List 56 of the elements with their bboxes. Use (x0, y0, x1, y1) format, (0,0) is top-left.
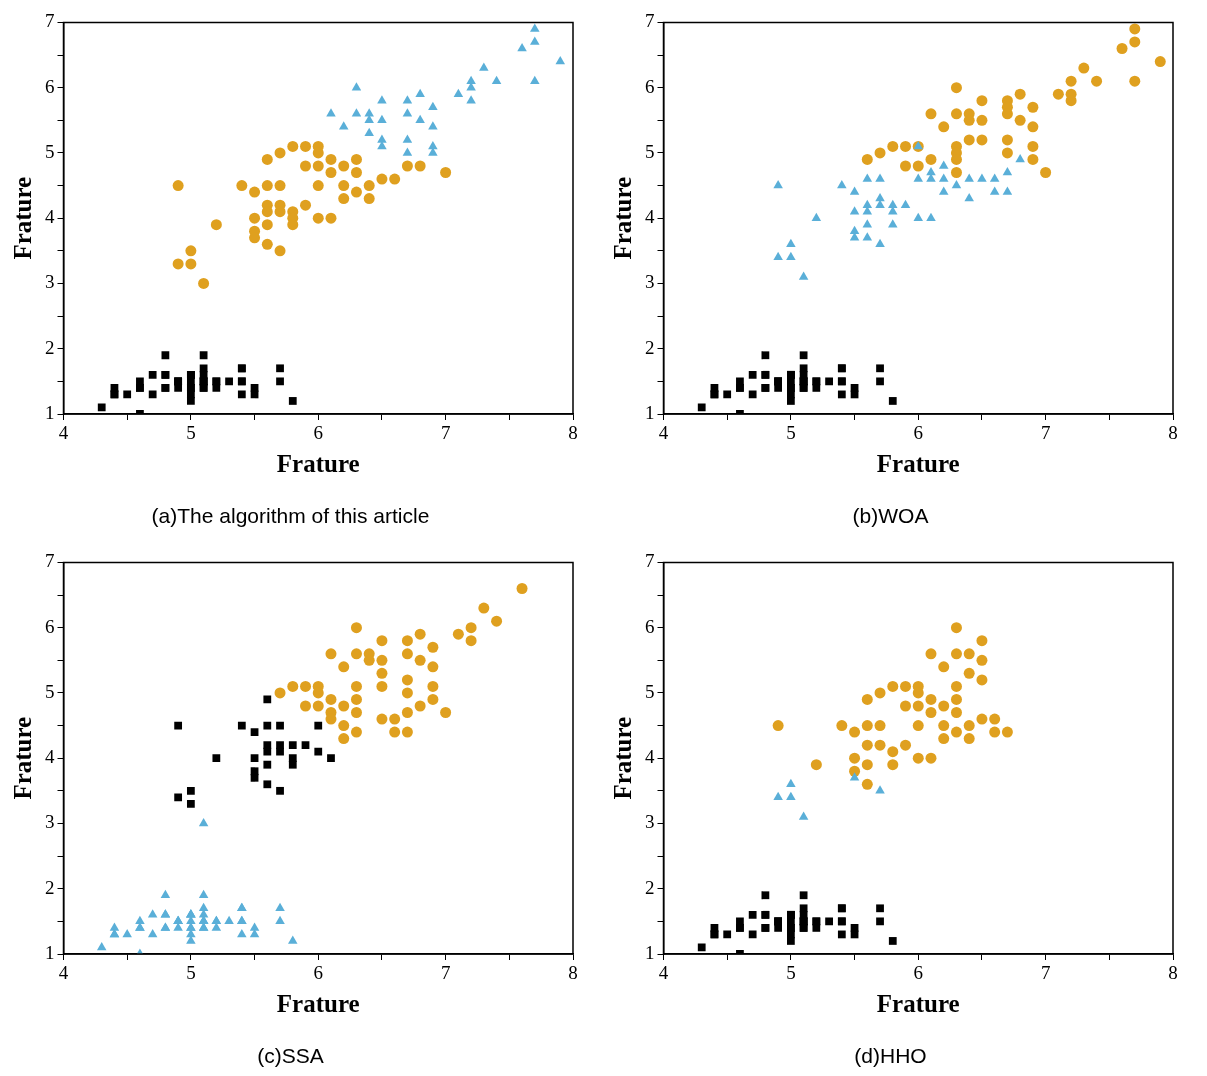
x-tick-label: 7 (1040, 962, 1051, 984)
x-tick-label: 6 (913, 962, 923, 984)
y-axis-title: Frature (9, 176, 37, 260)
y-tick-label: 6 (45, 615, 55, 637)
x-tick-label: 5 (786, 422, 796, 444)
y-tick-label: 2 (45, 876, 55, 898)
x-tick-label: 6 (313, 422, 323, 444)
x-tick-label: 6 (913, 422, 923, 444)
text: (c)SSA (257, 1044, 324, 1068)
x-tick-label: 7 (440, 422, 451, 444)
y-tick-label: 3 (645, 271, 655, 293)
x-axis-title: Frature (276, 990, 360, 1018)
x-tick-label: 5 (186, 962, 196, 984)
y-tick-label: 5 (645, 140, 655, 162)
y-tick-label: 7 (645, 10, 655, 32)
y-tick-label: 3 (45, 271, 55, 293)
y-tick-label: 5 (645, 680, 655, 702)
x-tick-label: 6 (313, 962, 323, 984)
y-tick-label: 4 (45, 206, 55, 228)
y-tick-label: 1 (45, 941, 55, 963)
y-tick-label: 2 (45, 336, 55, 358)
y-tick-label: 7 (45, 550, 55, 572)
y-tick-label: 2 (645, 336, 655, 358)
y-tick-label: 6 (645, 615, 655, 637)
text: (b)WOA (852, 504, 929, 528)
y-axis-title: Frature (609, 176, 637, 260)
y-tick-label: 6 (45, 75, 55, 97)
x-tick-label: 5 (786, 962, 796, 984)
x-tick-label: 8 (568, 962, 578, 984)
y-tick-label: 5 (45, 140, 55, 162)
y-tick-label: 7 (45, 10, 55, 32)
y-tick-label: 7 (645, 550, 655, 572)
y-tick-label: 3 (45, 811, 55, 833)
y-tick-label: 4 (645, 746, 655, 768)
y-tick-label: 1 (645, 941, 655, 963)
x-tick-label: 7 (440, 962, 451, 984)
text: (a)The algorithm of this article (151, 504, 430, 528)
y-tick-label: 3 (645, 811, 655, 833)
x-axis-title: Frature (876, 450, 960, 478)
y-tick-label: 1 (45, 401, 55, 423)
y-axis-title: Frature (609, 716, 637, 800)
x-tick-label: 8 (1168, 962, 1178, 984)
y-tick-label: 4 (645, 206, 655, 228)
y-tick-label: 1 (645, 401, 655, 423)
x-tick-label: 8 (1168, 422, 1178, 444)
x-tick-label: 5 (186, 422, 196, 444)
y-tick-label: 6 (645, 75, 655, 97)
x-tick-label: 8 (568, 422, 578, 444)
x-tick-label: 7 (1040, 422, 1051, 444)
y-tick-label: 5 (45, 680, 55, 702)
y-tick-label: 4 (45, 746, 55, 768)
y-axis-title: Frature (9, 716, 37, 800)
x-axis-title: Frature (876, 990, 960, 1018)
y-tick-label: 2 (645, 876, 655, 898)
x-axis-title: Frature (276, 450, 360, 478)
text: (d)HHO (854, 1044, 927, 1068)
